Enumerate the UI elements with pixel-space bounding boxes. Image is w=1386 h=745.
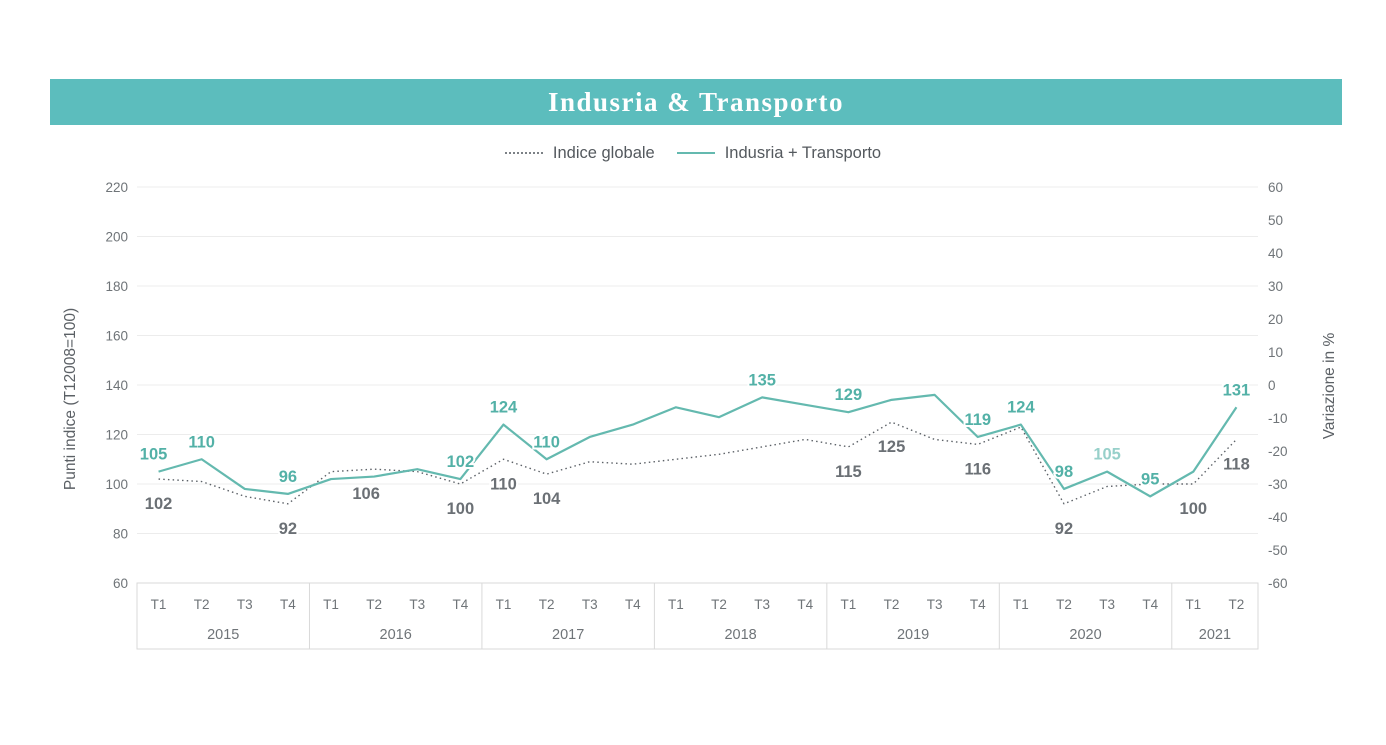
data-label: 96 xyxy=(279,468,297,486)
data-label: 129 xyxy=(835,386,863,404)
quarter-label: T3 xyxy=(237,597,253,612)
quarter-label: T2 xyxy=(1056,597,1072,612)
data-label: 116 xyxy=(964,460,991,478)
left-axis-tick: 100 xyxy=(105,477,128,492)
quarter-label: T1 xyxy=(841,597,857,612)
data-label: 135 xyxy=(748,371,776,389)
left-axis-tick: 120 xyxy=(105,428,128,443)
year-label: 2021 xyxy=(1199,627,1231,643)
data-label: 92 xyxy=(279,520,297,538)
quarter-label: T1 xyxy=(496,597,512,612)
right-axis-tick: 30 xyxy=(1268,279,1283,294)
data-label: 102 xyxy=(447,453,475,471)
right-axis-tick: -60 xyxy=(1268,576,1288,591)
quarter-label: T4 xyxy=(625,597,641,612)
quarter-label: T2 xyxy=(884,597,900,612)
quarter-label: T1 xyxy=(668,597,684,612)
quarter-label: T2 xyxy=(366,597,382,612)
data-label: 118 xyxy=(1223,455,1250,473)
data-label: 110 xyxy=(490,475,517,493)
left-axis-tick: 80 xyxy=(113,527,128,542)
quarter-label: T2 xyxy=(711,597,727,612)
quarter-label: T1 xyxy=(1013,597,1029,612)
solid-line-sample-icon xyxy=(676,152,715,154)
left-axis-tick: 160 xyxy=(105,329,128,344)
quarter-label: T2 xyxy=(539,597,555,612)
dotted-line-sample-icon xyxy=(504,152,543,154)
right-axis-tick: 10 xyxy=(1268,345,1283,360)
data-label: 95 xyxy=(1141,470,1159,488)
quarter-label: T3 xyxy=(927,597,943,612)
quarter-label: T4 xyxy=(970,597,986,612)
quarter-label: T4 xyxy=(1142,597,1158,612)
series-line-dotted xyxy=(158,421,1237,505)
left-axis-tick: 200 xyxy=(105,230,128,245)
left-axis-tick: 60 xyxy=(113,576,128,591)
legend-item-industria-transporto: Indusria + Transporto xyxy=(676,143,882,163)
data-label: 102 xyxy=(145,495,173,513)
quarter-label: T4 xyxy=(280,597,296,612)
quarter-label: T1 xyxy=(151,597,167,612)
right-axis-tick: -10 xyxy=(1268,411,1288,426)
quarter-label: T2 xyxy=(1229,597,1245,612)
year-label: 2019 xyxy=(897,627,929,643)
right-axis-tick: 40 xyxy=(1268,246,1283,261)
quarter-label: T3 xyxy=(582,597,598,612)
chart-title: Indusria & Transporto xyxy=(547,86,845,117)
year-label: 2017 xyxy=(552,627,584,643)
data-label: 92 xyxy=(1055,520,1073,538)
year-label: 2016 xyxy=(380,627,412,643)
series-line-solid xyxy=(158,393,1238,498)
data-label: 110 xyxy=(533,433,560,451)
data-label: 115 xyxy=(835,463,862,481)
quarter-label: T3 xyxy=(754,597,770,612)
data-label: 100 xyxy=(447,500,475,518)
quarter-label: T2 xyxy=(194,597,210,612)
legend: Indice globale Indusria + Transporto xyxy=(0,141,1386,165)
data-label: 124 xyxy=(1007,399,1035,417)
quarter-label: T1 xyxy=(323,597,339,612)
title-banner: Indusria & Transporto xyxy=(50,79,1342,125)
data-label: 106 xyxy=(352,485,380,503)
data-label: 100 xyxy=(1180,500,1208,518)
legend-label-industria-transporto: Indusria + Transporto xyxy=(724,143,882,162)
quarter-label: T4 xyxy=(797,597,813,612)
left-axis-tick: 140 xyxy=(105,378,128,393)
data-label: 105 xyxy=(140,446,168,464)
data-label: 110 xyxy=(188,433,215,451)
right-axis-tick: 20 xyxy=(1268,312,1283,327)
quarter-label: T4 xyxy=(452,597,468,612)
quarter-label: T3 xyxy=(1099,597,1115,612)
legend-item-indice-globale: Indice globale xyxy=(504,143,655,163)
quarter-label: T3 xyxy=(409,597,425,612)
right-axis-tick: 0 xyxy=(1268,378,1276,393)
year-label: 2020 xyxy=(1069,627,1101,643)
data-label: 104 xyxy=(533,490,561,508)
data-label: 131 xyxy=(1223,381,1251,399)
data-label: 125 xyxy=(878,438,906,456)
right-axis-tick: 50 xyxy=(1268,213,1283,228)
right-axis-tick: -40 xyxy=(1268,510,1288,525)
year-label: 2015 xyxy=(207,627,239,643)
data-label: 124 xyxy=(490,399,518,417)
data-label: 105 xyxy=(1093,446,1121,464)
right-axis-tick: 60 xyxy=(1268,180,1283,195)
year-label: 2018 xyxy=(724,627,756,643)
data-label: 98 xyxy=(1055,463,1073,481)
x-axis-box xyxy=(136,582,1259,650)
left-axis-tick: 180 xyxy=(105,279,128,294)
right-axis-tick: -20 xyxy=(1268,444,1288,459)
right-axis-tick: -50 xyxy=(1268,543,1288,558)
left-axis-tick: 220 xyxy=(105,180,128,195)
data-label: 119 xyxy=(964,411,991,429)
quarter-label: T1 xyxy=(1185,597,1201,612)
right-axis-tick: -30 xyxy=(1268,477,1288,492)
legend-label-indice-globale: Indice globale xyxy=(552,143,655,162)
